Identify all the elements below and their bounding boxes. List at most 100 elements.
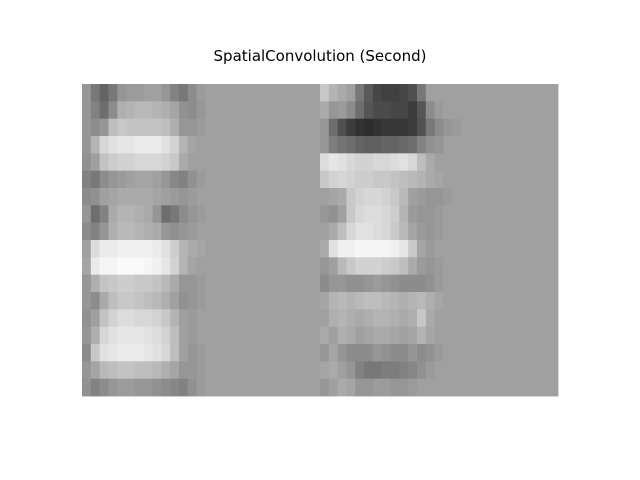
heatmap-left-cell-r15-c2 (99, 344, 109, 362)
heatmap-right-cell-r10-c26 (549, 257, 559, 276)
heatmap-right-cell-r10-c4 (355, 257, 365, 276)
heatmap-left-cell-r17-c8 (152, 378, 162, 397)
heatmap-right-cell-r13-c20 (496, 309, 506, 328)
heatmap-right-cell-r4-c10 (408, 153, 418, 172)
heatmap-right-cell-r8-c24 (531, 222, 541, 241)
heatmap-left-cell-r0-c22 (275, 84, 286, 102)
heatmap-left-cell-r2-c24 (293, 118, 303, 137)
heatmap-left-cell-r14-c17 (231, 326, 242, 345)
heatmap-left-cell-r13-c25 (302, 309, 312, 328)
heatmap-left-cell-r11-c17 (231, 274, 242, 293)
heatmap-left-cell-r6-c15 (214, 188, 224, 206)
heatmap-left-cell-r8-c3 (108, 222, 118, 241)
heatmap-right-cell-r11-c25 (540, 274, 550, 293)
heatmap-left-cell-r6-c23 (284, 188, 294, 206)
heatmap-right-cell-r14-c6 (372, 326, 383, 345)
heatmap-left-cell-r13-c1 (90, 309, 101, 328)
heatmap-right-cell-r5-c25 (540, 170, 550, 189)
heatmap-right-cell-r15-c12 (425, 344, 435, 362)
heatmap-right-cell-r0-c19 (487, 84, 497, 102)
heatmap-right-cell-r15-c17 (469, 344, 480, 362)
heatmap-right-cell-r12-c12 (425, 292, 435, 310)
heatmap-right-cell-r3-c3 (346, 136, 356, 154)
heatmap-left-cell-r16-c14 (205, 361, 215, 380)
heatmap-right-cell-r3-c21 (505, 136, 515, 154)
heatmap-right-cell-r3-c26 (549, 136, 559, 154)
heatmap-right-cell-r8-c14 (443, 222, 453, 241)
heatmap-left-cell-r0-c9 (161, 84, 171, 102)
heatmap-left-cell-r15-c3 (108, 344, 118, 362)
heatmap-left-cell-r1-c9 (161, 101, 171, 120)
heatmap-left-cell-r13-c12 (187, 309, 197, 328)
heatmap-left-cell-r6-c17 (231, 188, 242, 206)
heatmap-left-cell-r2-c18 (240, 118, 250, 137)
heatmap-left-cell-r16-c13 (196, 361, 206, 380)
heatmap-left-cell-r2-c13 (196, 118, 206, 137)
heatmap-right-cell-r11-c11 (416, 274, 427, 293)
heatmap-right-cell-r7-c19 (487, 205, 497, 224)
heatmap-left-cell-r8-c9 (161, 222, 171, 241)
heatmap-right-cell-r1-c19 (487, 101, 497, 120)
heatmap-right-cell-r1-c3 (346, 101, 356, 120)
heatmap-right-cell-r9-c4 (355, 240, 365, 258)
heatmap-right-cell-r7-c8 (390, 205, 400, 224)
heatmap-left-cell-r17-c24 (293, 378, 303, 397)
heatmap-right-cell-r6-c9 (399, 188, 409, 206)
heatmap-right-cell-r17-c19 (487, 378, 497, 397)
heatmap-right-cell-r12-c1 (328, 292, 339, 310)
heatmap-left-cell-r9-c16 (223, 240, 233, 258)
heatmap-right-cell-r13-c4 (355, 309, 365, 328)
heatmap-right-cell-r12-c15 (452, 292, 462, 310)
heatmap-left-cell-r10-c14 (205, 257, 215, 276)
heatmap-right-cell-r5-c9 (399, 170, 409, 189)
heatmap-left-cell-r12-c1 (90, 292, 101, 310)
heatmap-right-cell-r5-c1 (328, 170, 339, 189)
heatmap-left-cell-r11-c5 (126, 274, 136, 293)
heatmap-right-cell-r2-c12 (425, 118, 435, 137)
heatmap-right-cell-r0-c5 (364, 84, 374, 102)
heatmap-left-cell-r13-c21 (267, 309, 277, 328)
heatmap-left-cell-r11-c20 (258, 274, 268, 293)
heatmap-left-cell-r12-c18 (240, 292, 250, 310)
heatmap-left-cell-r17-c17 (231, 378, 242, 397)
heatmap-right-cell-r11-c0 (320, 274, 330, 293)
heatmap-right-cell-r9-c3 (346, 240, 356, 258)
heatmap-right-cell-r0-c7 (381, 84, 391, 102)
heatmap-right-cell-r14-c2 (337, 326, 347, 345)
heatmap-left-cell-r6-c10 (170, 188, 180, 206)
heatmap-left-cell-r1-c4 (117, 101, 127, 120)
heatmap-right-cell-r4-c23 (522, 153, 532, 172)
heatmap-right-cell-r5-c0 (320, 170, 330, 189)
heatmap-left-cell-r8-c0 (82, 222, 92, 241)
heatmap-right-cell-r9-c17 (469, 240, 480, 258)
heatmap-right-cell-r3-c17 (469, 136, 480, 154)
heatmap-left-cell-r4-c24 (293, 153, 303, 172)
heatmap-right-cell-r2-c2 (337, 118, 347, 137)
heatmap-right-cell-r12-c2 (337, 292, 347, 310)
heatmap-right-cell-r6-c12 (425, 188, 435, 206)
heatmap-left-cell-r17-c10 (170, 378, 180, 397)
heatmap-right-cell-r15-c8 (390, 344, 400, 362)
heatmap-left-cell-r17-c18 (240, 378, 250, 397)
heatmap-right-cell-r8-c5 (364, 222, 374, 241)
heatmap-right-cell-r16-c16 (461, 361, 471, 380)
heatmap-left-cell-r8-c7 (143, 222, 153, 241)
heatmap-left-cell-r14-c19 (249, 326, 259, 345)
heatmap-left-cell-r3-c0 (82, 136, 92, 154)
heatmap-right-cell-r3-c18 (478, 136, 488, 154)
heatmap-left-cell-r17-c15 (214, 378, 224, 397)
heatmap-left-cell-r3-c13 (196, 136, 206, 154)
heatmap-left-cell-r0-c19 (249, 84, 259, 102)
heatmap-right-cell-r15-c2 (337, 344, 347, 362)
heatmap-right-cell-r9-c12 (425, 240, 435, 258)
heatmap-left-cell-r11-c15 (214, 274, 224, 293)
heatmap-right-cell-r6-c22 (513, 188, 524, 206)
heatmap-right-cell-r3-c2 (337, 136, 347, 154)
heatmap-right-cell-r3-c20 (496, 136, 506, 154)
heatmap-right-cell-r12-c23 (522, 292, 532, 310)
heatmap-left-cell-r0-c8 (152, 84, 162, 102)
heatmap-right-cell-r0-c8 (390, 84, 400, 102)
heatmap-right-cell-r13-c1 (328, 309, 339, 328)
heatmap-right-cell-r17-c7 (381, 378, 391, 397)
heatmap-right-cell-r1-c7 (381, 101, 391, 120)
